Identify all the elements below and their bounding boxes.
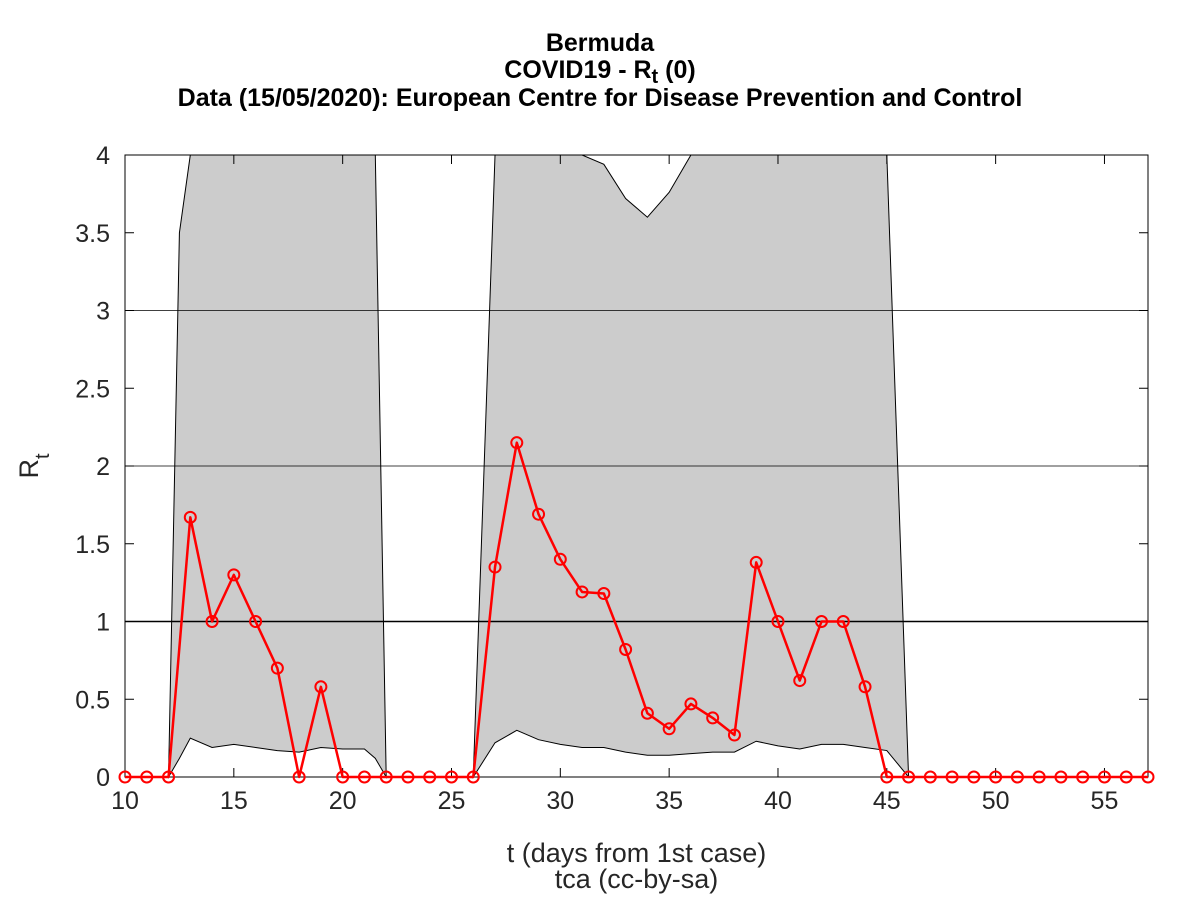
x-tick-label-30: 30 — [546, 787, 574, 815]
y-tick-label-1: 0.5 — [75, 686, 110, 714]
y-tick-label-8: 4 — [96, 142, 110, 170]
rt-point-day-12 — [162, 770, 176, 784]
rt-point-day-54 — [1076, 770, 1090, 784]
rt-point-day-17 — [270, 661, 284, 675]
y-axis-label-main: R — [14, 459, 44, 479]
rt-series — [118, 436, 1155, 784]
rt-point-day-41 — [793, 674, 807, 688]
rt-point-day-21 — [357, 770, 371, 784]
rt-point-day-40 — [771, 615, 785, 628]
rt-point-day-51 — [1010, 770, 1024, 784]
title-metric-suffix: (0) — [658, 56, 696, 84]
x-tick-label-25: 25 — [438, 787, 466, 815]
rt-point-day-44 — [858, 680, 872, 694]
y-tick-label-2: 1 — [96, 609, 110, 637]
rt-point-day-10 — [118, 770, 132, 784]
x-tick-label-20: 20 — [329, 787, 357, 815]
rt-point-day-48 — [945, 770, 959, 784]
title-metric: COVID19 - Rt (0) — [0, 56, 1200, 88]
rt-point-day-50 — [989, 770, 1003, 784]
y-tick-label-7: 3.5 — [75, 220, 110, 248]
grid-lines — [125, 310, 1148, 623]
rt-point-day-43 — [836, 615, 850, 628]
x-tick-label-40: 40 — [764, 787, 792, 815]
rt-point-day-46 — [902, 770, 916, 784]
rt-point-day-22 — [379, 770, 393, 784]
rt-point-day-39 — [749, 555, 763, 569]
rt-point-day-26 — [466, 770, 480, 784]
rt-point-day-33 — [619, 642, 633, 656]
x-tick-label-50: 50 — [982, 787, 1010, 815]
rt-point-day-16 — [249, 615, 263, 628]
y-axis-label: Rt — [14, 453, 54, 479]
title-metric-subscript: t — [651, 66, 659, 88]
rt-point-day-31 — [575, 585, 589, 599]
rt-point-day-38 — [727, 728, 741, 742]
y-tick-label-3: 1.5 — [75, 531, 110, 559]
x-tick-label-55: 55 — [1091, 787, 1119, 815]
rt-point-day-45 — [880, 770, 894, 784]
y-tick-label-0: 0 — [96, 764, 110, 792]
rt-point-day-47 — [923, 770, 937, 784]
rt-point-day-36 — [684, 697, 698, 711]
x-tick-label-15: 15 — [220, 787, 248, 815]
x-axis-label: t (days from 1st case) — [507, 838, 767, 868]
rt-point-day-29 — [532, 507, 546, 521]
rt-point-day-34 — [640, 706, 654, 720]
x-tick-label-45: 45 — [873, 787, 901, 815]
rt-point-day-11 — [140, 770, 154, 784]
rt-point-day-13 — [183, 510, 197, 524]
rt-point-day-37 — [706, 711, 720, 725]
title-data-source: Data (15/05/2020): European Centre for D… — [177, 84, 1023, 112]
y-tick-label-6: 3 — [96, 298, 110, 326]
x-tick-label-10: 10 — [111, 787, 139, 815]
axis-labels: t (days from 1st case) tca (cc-by-sa) Rt — [14, 453, 766, 894]
axis-ticks: 10 15 20 25 30 35 40 45 50 55 0 0.5 1 1.5 2 2.5 3 3.5 4 — [75, 142, 1148, 815]
rt-point-day-55 — [1097, 770, 1111, 784]
rt-point-day-32 — [597, 587, 611, 601]
y-tick-label-4: 2 — [96, 453, 110, 481]
rt-point-day-24 — [423, 770, 437, 784]
y-tick-label-5: 2.5 — [75, 375, 110, 403]
rt-point-day-35 — [662, 722, 676, 736]
rt-point-day-27 — [488, 560, 502, 574]
rt-point-day-57 — [1141, 770, 1155, 784]
rt-point-day-14 — [205, 615, 219, 628]
rt-point-day-23 — [401, 770, 415, 784]
x-tick-label-35: 35 — [655, 787, 683, 815]
rt-point-day-30 — [553, 552, 567, 566]
rt-point-day-28 — [510, 436, 524, 450]
rt-point-day-25 — [444, 770, 458, 784]
rt-point-day-52 — [1032, 770, 1046, 784]
rt-point-day-15 — [227, 568, 241, 582]
rt-series-line — [125, 441, 1148, 779]
y-axis-label-sub: t — [32, 453, 54, 459]
rt-point-day-18 — [292, 770, 306, 784]
credit-label: tca (cc-by-sa) — [555, 864, 719, 894]
rt-point-day-53 — [1054, 770, 1068, 784]
rt-point-day-19 — [314, 680, 328, 694]
title-country: Bermuda — [545, 29, 655, 57]
rt-point-day-49 — [967, 770, 981, 784]
rt-point-day-20 — [336, 770, 350, 784]
rt-point-day-42 — [815, 615, 829, 628]
rt-point-day-56 — [1119, 770, 1133, 784]
title-metric-prefix: COVID19 - R — [504, 56, 652, 84]
chart-title: Bermuda COVID19 - Rt (0) Data (15/05/202… — [0, 30, 1200, 113]
